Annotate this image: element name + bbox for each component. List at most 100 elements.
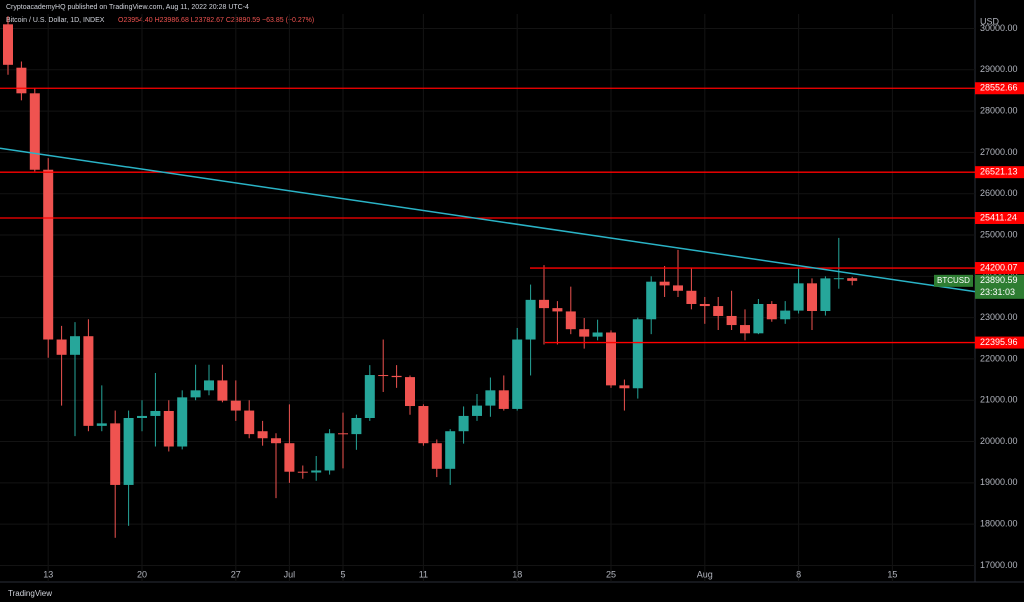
candle-body — [204, 380, 214, 391]
candle-body — [820, 278, 831, 312]
level-tag-label: 26521.13 — [980, 167, 1018, 177]
x-tick-label: 15 — [887, 569, 897, 579]
candle-body — [472, 405, 482, 416]
candle-body — [753, 303, 764, 334]
y-tick-label: 22000.00 — [980, 353, 1018, 363]
candle-body — [659, 281, 670, 286]
candle-body — [565, 311, 576, 330]
ohlc-readout: O23954.40 H23986.68 L23782.67 C23890.59 … — [118, 17, 314, 24]
candle-body — [525, 299, 536, 340]
countdown-label: 23:31:03 — [980, 287, 1015, 297]
candle-body — [284, 443, 295, 472]
candle-body — [177, 397, 188, 447]
level-tag — [975, 336, 1024, 349]
candle-body — [137, 415, 147, 419]
candle-body — [606, 332, 616, 386]
candle-body — [418, 406, 429, 444]
publisher: CryptoacademyHQ published on TradingView… — [6, 4, 249, 11]
y-tick-label: 30000.00 — [980, 23, 1018, 33]
level-tag — [975, 212, 1024, 225]
candle-body — [686, 290, 697, 304]
level-tag-label: 22395.96 — [980, 337, 1018, 347]
candle-body — [123, 418, 134, 485]
candle-body — [391, 375, 402, 378]
trendline — [0, 147, 976, 293]
y-tick-label: 25000.00 — [980, 229, 1018, 239]
candle-body — [190, 390, 201, 398]
candle-body — [766, 303, 777, 320]
y-tick-label: 28000.00 — [980, 105, 1018, 115]
y-tick-label: 21000.00 — [980, 395, 1018, 405]
y-tick-label: 19000.00 — [980, 477, 1018, 487]
level-tag-label: 28552.66 — [980, 83, 1018, 93]
candle-body — [539, 299, 549, 309]
candle-body — [847, 278, 858, 281]
candle-body — [699, 303, 710, 307]
y-tick-label: 18000.00 — [980, 519, 1018, 529]
y-tick-label: 29000.00 — [980, 64, 1018, 74]
candle-body — [592, 332, 603, 337]
candle-body — [780, 310, 791, 320]
candle-body — [445, 431, 456, 469]
candle-body — [338, 433, 348, 435]
symbol-tag-label: BTCUSD — [937, 276, 970, 285]
symbol-tag — [934, 274, 973, 287]
x-tick-label: 27 — [231, 569, 241, 579]
y-tick-label: 23000.00 — [980, 312, 1018, 322]
candle-body — [405, 377, 415, 407]
candle-body — [16, 67, 27, 94]
x-tick-label: 20 — [137, 569, 147, 579]
candle-body — [579, 329, 590, 337]
y-tick-label: 26000.00 — [980, 188, 1018, 198]
last-price-tag — [975, 274, 1024, 299]
candle-body — [96, 423, 107, 426]
candle-body — [431, 443, 442, 469]
candle-body — [364, 375, 375, 419]
candle-body — [458, 415, 469, 432]
candle-body — [56, 339, 67, 355]
x-tick-label: 13 — [43, 569, 53, 579]
candle-body — [83, 336, 94, 426]
candle-body — [726, 315, 737, 326]
candle-body — [673, 285, 683, 291]
candle-body — [257, 431, 268, 439]
level-tag — [975, 82, 1024, 95]
candle-body — [297, 471, 308, 473]
candle-body — [646, 281, 657, 320]
x-tick-label: 25 — [606, 569, 616, 579]
symbol-title: Bitcoin / U.S. Dollar, 1D, INDEX — [6, 17, 105, 24]
y-tick-label: 17000.00 — [980, 560, 1018, 570]
candle-body — [498, 390, 509, 409]
y-tick-label: 20000.00 — [980, 436, 1018, 446]
x-tick-label: 5 — [340, 569, 345, 579]
y-tick-label: 27000.00 — [980, 147, 1018, 157]
currency-label: USD — [980, 16, 1000, 26]
candle-body — [833, 278, 844, 280]
candle-body — [324, 433, 335, 471]
x-tick-label: Aug — [697, 569, 713, 579]
x-tick-label: 8 — [796, 569, 801, 579]
candle-body — [271, 438, 281, 444]
candle-body — [43, 169, 54, 340]
candle-body — [150, 410, 161, 416]
candle-body — [485, 390, 496, 406]
candle-body — [807, 283, 817, 312]
level-tag — [975, 166, 1024, 179]
candle-body — [632, 319, 643, 389]
x-tick-label: Jul — [284, 569, 296, 579]
x-tick-label: 11 — [419, 569, 428, 579]
level-tag — [975, 262, 1024, 275]
x-tick-label: 18 — [512, 569, 522, 579]
brand: TradingView — [8, 589, 52, 598]
last-price-label: 23890.59 — [980, 275, 1018, 285]
level-tag-label: 24200.07 — [980, 262, 1018, 272]
candle-body — [163, 410, 174, 447]
candle-body — [552, 308, 563, 312]
candle-body — [3, 24, 13, 65]
candle-body — [351, 418, 362, 435]
candle-body — [244, 410, 255, 435]
candle-body — [793, 283, 804, 311]
